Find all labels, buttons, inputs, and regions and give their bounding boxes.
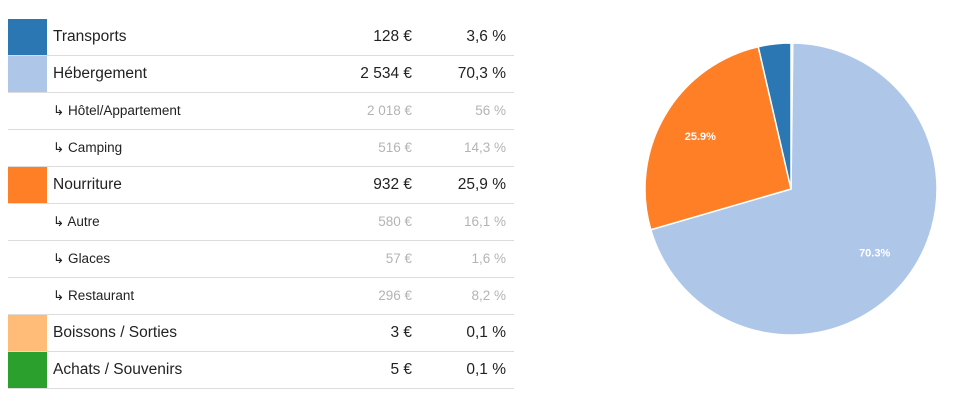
category-row: Boissons / Sorties 3 € 0,1 % xyxy=(8,315,514,352)
category-color-swatch xyxy=(8,315,47,351)
pie-chart: 70.3% 25.9% xyxy=(644,42,938,336)
subcategory-row: ↳ Autre 580 € 16,1 % xyxy=(8,204,514,241)
row-label: Boissons / Sorties xyxy=(53,324,178,341)
row-label: ↳ Restaurant xyxy=(53,288,135,303)
row-amount: 296 € xyxy=(378,288,412,303)
row-percent: 8,2 % xyxy=(471,288,506,303)
row-percent: 70,3 % xyxy=(457,65,506,82)
row-amount: 932 € xyxy=(373,176,412,193)
row-percent: 14,3 % xyxy=(463,140,506,155)
row-percent: 0,1 % xyxy=(466,361,506,378)
category-row: Transports 128 € 3,6 % xyxy=(8,19,514,56)
row-label: ↳ Autre xyxy=(53,214,100,229)
subcategory-row: ↳ Restaurant 296 € 8,2 % xyxy=(8,278,514,315)
pie-slice xyxy=(644,45,792,231)
row-amount: 5 € xyxy=(390,361,412,378)
category-color-swatch xyxy=(8,352,47,388)
row-label: ↳ Glaces xyxy=(53,251,111,266)
category-color-swatch xyxy=(8,19,47,55)
row-percent: 25,9 % xyxy=(457,176,506,193)
expense-table: Transports 128 € 3,6 % Hébergement 2 534 € 70… xyxy=(8,19,514,389)
row-amount: 516 € xyxy=(378,140,412,155)
row-label: Hébergement xyxy=(53,65,147,82)
row-percent: 0,1 % xyxy=(466,324,506,341)
row-percent: 16,1 % xyxy=(463,214,506,229)
row-amount: 3 € xyxy=(390,324,412,341)
category-color-swatch xyxy=(8,56,47,92)
row-amount: 2 018 € xyxy=(366,103,412,118)
category-row: Nourriture 932 € 25,9 % xyxy=(8,167,514,204)
row-label: ↳ Camping xyxy=(53,140,123,155)
row-label: Transports xyxy=(53,28,127,45)
pie-slice xyxy=(649,42,938,336)
row-percent: 1,6 % xyxy=(471,251,506,266)
row-label: ↳ Hôtel/Appartement xyxy=(53,103,181,118)
subcategory-row: ↳ Camping 516 € 14,3 % xyxy=(8,130,514,167)
subcategory-row: ↳ Hôtel/Appartement 2 018 € 56 % xyxy=(8,93,514,130)
row-amount: 128 € xyxy=(373,28,412,45)
row-amount: 57 € xyxy=(385,251,412,266)
category-row: Achats / Souvenirs 5 € 0,1 % xyxy=(8,352,514,389)
pie-slice-label: 70.3% xyxy=(859,248,890,260)
pie-slice xyxy=(757,42,792,190)
subcategory-row: ↳ Glaces 57 € 1,6 % xyxy=(8,241,514,278)
pie-slice-label: 25.9% xyxy=(685,131,716,143)
row-amount: 2 534 € xyxy=(360,65,412,82)
category-color-swatch xyxy=(8,167,47,203)
row-label: Nourriture xyxy=(53,176,122,193)
row-percent: 3,6 % xyxy=(466,28,506,45)
row-amount: 580 € xyxy=(378,214,412,229)
row-percent: 56 % xyxy=(475,103,506,118)
row-label: Achats / Souvenirs xyxy=(53,361,183,378)
category-row: Hébergement 2 534 € 70,3 % xyxy=(8,56,514,93)
